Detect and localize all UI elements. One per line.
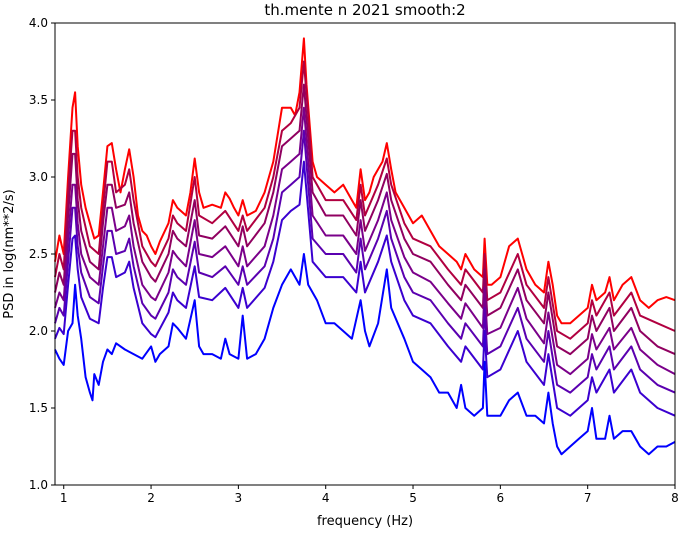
y-axis-label: PSD in log(nm**2/s) — [2, 189, 17, 319]
series-line-2 — [54, 83, 676, 356]
y-tick-label: 2.0 — [29, 324, 48, 338]
x-tick-label: 3 — [235, 491, 243, 505]
series-line-5 — [54, 160, 676, 417]
x-axis-ticks: 1 2 3 4 5 6 7 8 — [60, 485, 679, 505]
series-line-4 — [54, 129, 676, 394]
x-tick-label: 7 — [584, 491, 592, 505]
x-axis-label: frequency (Hz) — [317, 514, 413, 529]
y-axis-ticks: 1.0 1.5 2.0 2.5 3.0 3.5 4.0 — [29, 16, 55, 492]
series-line-1 — [54, 60, 676, 340]
x-tick-label: 6 — [497, 491, 505, 505]
series-line-6 — [54, 253, 676, 456]
y-tick-label: 3.0 — [29, 170, 48, 184]
series-line-3 — [54, 106, 676, 376]
x-tick-label: 8 — [671, 491, 679, 505]
y-tick-label: 1.5 — [29, 401, 48, 415]
x-tick-label: 5 — [409, 491, 417, 505]
y-tick-label: 4.0 — [29, 16, 48, 30]
x-tick-label: 4 — [322, 491, 330, 505]
x-tick-label: 1 — [60, 491, 68, 505]
y-tick-label: 3.5 — [29, 93, 48, 107]
chart-title: th.mente n 2021 smooth:2 — [264, 1, 465, 19]
series-line-0 — [54, 37, 676, 325]
y-tick-label: 2.5 — [29, 247, 48, 261]
series-layer — [54, 37, 676, 456]
x-tick-label: 2 — [147, 491, 155, 505]
y-tick-label: 1.0 — [29, 478, 48, 492]
